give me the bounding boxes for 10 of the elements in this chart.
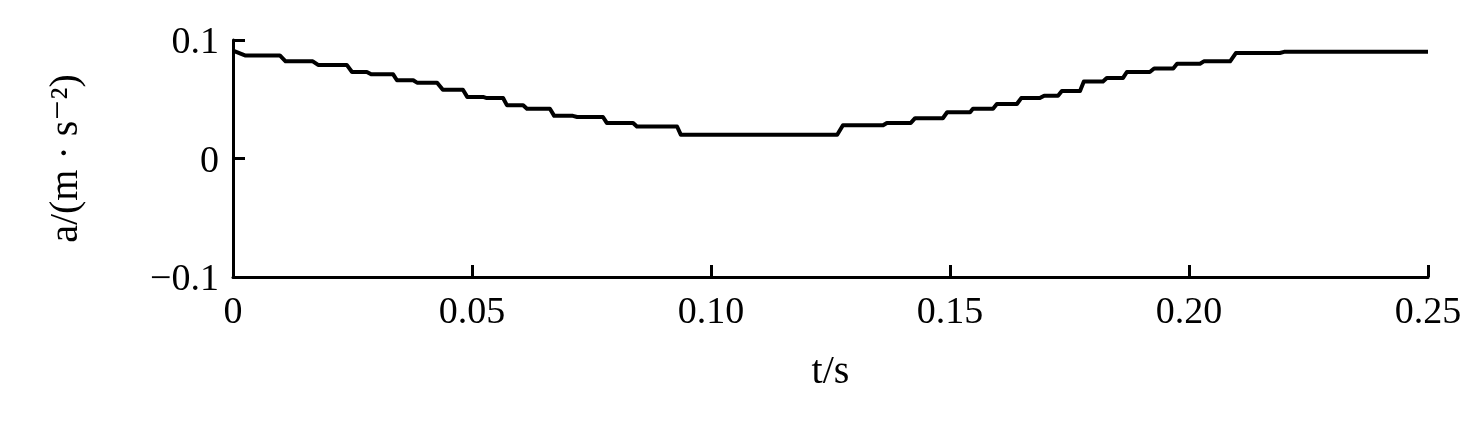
y-tick-label: 0.1 — [171, 19, 219, 61]
x-tick-label: 0.25 — [1394, 289, 1462, 331]
x-tick-label: 0.20 — [1155, 289, 1223, 331]
x-tick-label: 0.05 — [438, 289, 506, 331]
y-tick-label: 0 — [200, 137, 219, 180]
y-tick-label: −0.1 — [150, 256, 219, 298]
x-tick-label: 0.15 — [916, 289, 984, 331]
y-axis-title: a/(m · s⁻²) — [40, 74, 86, 243]
x-tick-label: 0.10 — [677, 289, 745, 331]
x-axis-title: t/s — [811, 346, 850, 392]
